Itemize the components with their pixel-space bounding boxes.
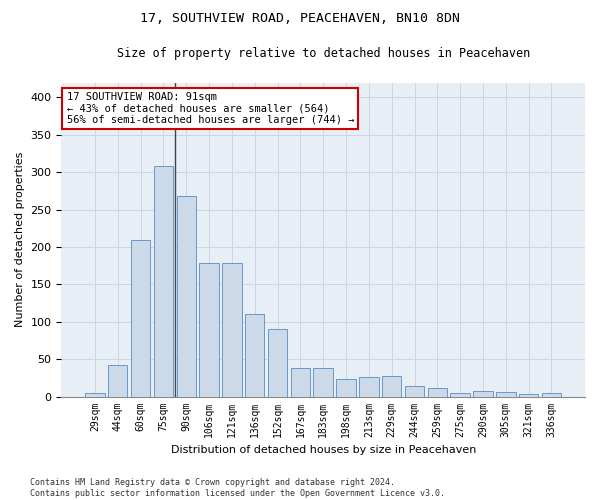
Bar <box>542 393 561 396</box>
Text: 17, SOUTHVIEW ROAD, PEACEHAVEN, BN10 8DN: 17, SOUTHVIEW ROAD, PEACEHAVEN, BN10 8DN <box>140 12 460 26</box>
Bar <box>176 196 196 396</box>
Bar <box>359 377 379 396</box>
Bar <box>313 368 333 396</box>
Bar <box>131 240 150 396</box>
Bar <box>519 394 538 396</box>
X-axis label: Distribution of detached houses by size in Peacehaven: Distribution of detached houses by size … <box>170 445 476 455</box>
Bar <box>337 378 356 396</box>
Bar <box>290 368 310 396</box>
Bar <box>428 388 447 396</box>
Bar <box>496 392 515 396</box>
Bar <box>268 330 287 396</box>
Bar <box>108 365 127 396</box>
Bar <box>451 393 470 396</box>
Bar <box>473 392 493 396</box>
Text: 17 SOUTHVIEW ROAD: 91sqm
← 43% of detached houses are smaller (564)
56% of semi-: 17 SOUTHVIEW ROAD: 91sqm ← 43% of detach… <box>67 92 354 125</box>
Title: Size of property relative to detached houses in Peacehaven: Size of property relative to detached ho… <box>116 48 530 60</box>
Bar <box>405 386 424 396</box>
Bar <box>382 376 401 396</box>
Bar <box>245 314 265 396</box>
Bar <box>85 393 104 396</box>
Y-axis label: Number of detached properties: Number of detached properties <box>15 152 25 327</box>
Bar <box>222 264 242 396</box>
Bar <box>199 264 219 396</box>
Text: Contains HM Land Registry data © Crown copyright and database right 2024.
Contai: Contains HM Land Registry data © Crown c… <box>30 478 445 498</box>
Bar <box>154 166 173 396</box>
